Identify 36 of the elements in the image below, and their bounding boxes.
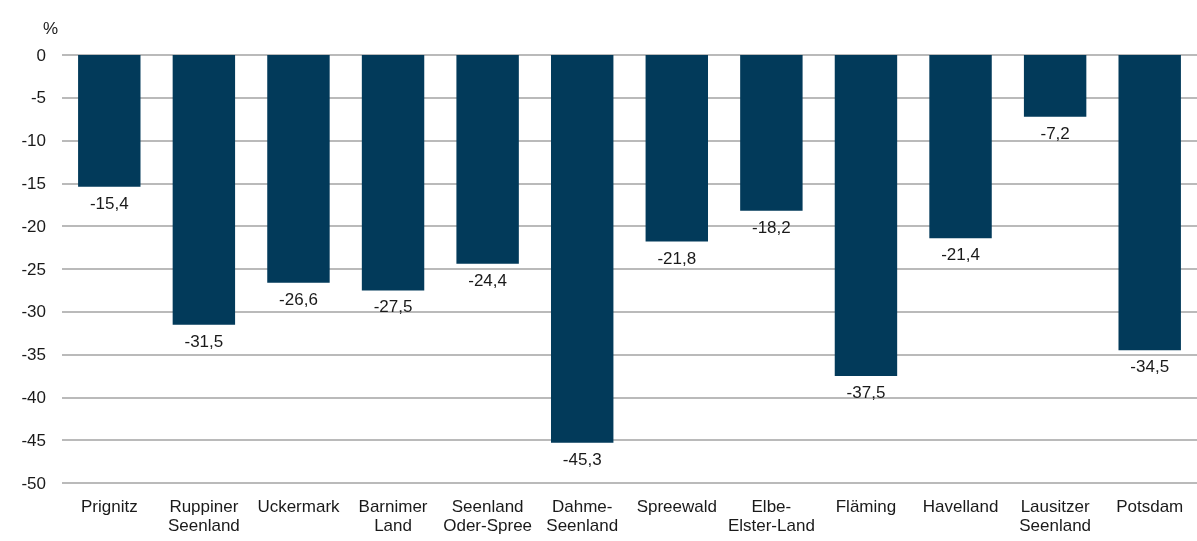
data-label: -31,5 (184, 331, 224, 351)
data-label: -21,4 (941, 245, 980, 265)
y-tick-label: -10 (21, 131, 46, 151)
data-label: -26,6 (279, 289, 318, 309)
data-label: -15,4 (89, 193, 129, 213)
x-tick-label: Uckermark (257, 497, 341, 516)
x-tick-label: Seenland Oder-Spree (443, 497, 533, 535)
y-tick-label: -40 (21, 387, 46, 407)
x-tick-label: Potsdam (1116, 497, 1184, 516)
data-label: -37,5 (846, 383, 886, 402)
x-tick-label: Ruppiner Seenland (167, 497, 240, 535)
y-tick-label: -5 (30, 88, 46, 108)
data-label: -21,8 (657, 248, 697, 268)
y-tick-label: -15 (21, 173, 46, 193)
y-tick-label: -35 (21, 345, 46, 365)
y-tick-label: 0 (36, 45, 46, 65)
y-tick-label: -25 (21, 259, 46, 279)
y-tick-label: -45 (21, 430, 46, 450)
y-axis-title: % (42, 19, 58, 38)
x-tick-label: Fläming (835, 497, 897, 516)
x-tick-label: Spreewald (636, 497, 717, 516)
x-tick-label: Havelland (922, 497, 999, 516)
x-tick-label: Elbe-Elster-Land (727, 497, 815, 535)
y-tick-label: -30 (21, 302, 46, 322)
x-tick-label: Lausitzer Seenland (1019, 497, 1092, 535)
x-tick-label: Prignitz (80, 497, 138, 516)
data-label: -24,4 (468, 270, 507, 290)
y-tick-label: -50 (21, 473, 46, 493)
data-label: -7,2 (1040, 123, 1070, 143)
data-label: -27,5 (373, 297, 413, 317)
data-label: -45,3 (562, 449, 602, 469)
y-tick-label: -20 (21, 216, 46, 236)
x-tick-label: Barnimer Land (358, 497, 428, 535)
data-label: -18,2 (752, 217, 791, 237)
x-tick-label: Dahme-Seenland (546, 497, 619, 535)
data-label: -34,5 (1130, 357, 1170, 377)
